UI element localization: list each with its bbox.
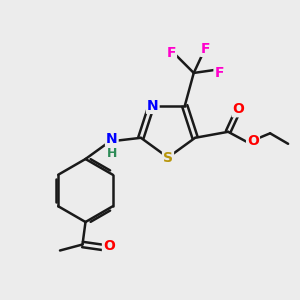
Text: S: S bbox=[163, 151, 173, 164]
Text: N: N bbox=[106, 132, 118, 146]
Text: O: O bbox=[103, 239, 115, 253]
Text: F: F bbox=[201, 42, 211, 56]
Text: F: F bbox=[214, 66, 224, 80]
Text: H: H bbox=[106, 147, 117, 160]
Text: O: O bbox=[247, 134, 259, 148]
Text: N: N bbox=[147, 99, 159, 113]
Text: O: O bbox=[233, 102, 244, 116]
Text: F: F bbox=[167, 46, 176, 60]
